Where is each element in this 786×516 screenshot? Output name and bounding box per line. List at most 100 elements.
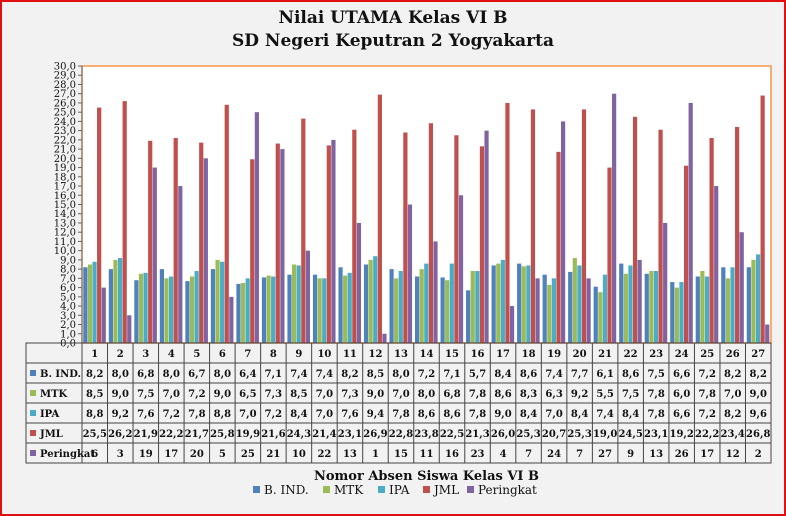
data-label: 8,8 bbox=[214, 409, 231, 420]
data-label: 26,2 bbox=[108, 429, 132, 440]
y-tick-label: 14,0 bbox=[54, 209, 76, 220]
y-tick-label: 6,0 bbox=[60, 283, 76, 294]
bar bbox=[623, 273, 628, 343]
bar bbox=[312, 274, 318, 343]
data-label: 25,3 bbox=[516, 429, 540, 440]
bar bbox=[500, 259, 505, 343]
bar bbox=[138, 273, 144, 343]
chart-title: Nilai UTAMA Kelas VI B bbox=[278, 8, 508, 28]
data-label: 6,3 bbox=[545, 389, 562, 400]
data-label: 11 bbox=[420, 449, 434, 460]
data-label: 2 bbox=[755, 449, 762, 460]
bar bbox=[275, 143, 280, 343]
bar bbox=[356, 222, 362, 343]
data-label: 7,3 bbox=[265, 389, 282, 400]
category-label: 20 bbox=[573, 349, 587, 360]
bar bbox=[572, 258, 577, 343]
data-label: 6,8 bbox=[443, 389, 460, 400]
bar bbox=[479, 146, 485, 343]
data-label: 7,5 bbox=[622, 389, 639, 400]
bar bbox=[301, 118, 306, 343]
data-label: 23,4 bbox=[721, 429, 745, 440]
data-label: 8,2 bbox=[724, 369, 741, 380]
data-label: 6,8 bbox=[137, 369, 154, 380]
category-label: 24 bbox=[675, 349, 689, 360]
y-tick-label: 2,0 bbox=[60, 320, 76, 331]
bar bbox=[521, 266, 526, 343]
series-row-label: MTK bbox=[40, 389, 68, 400]
bar bbox=[389, 269, 394, 343]
y-tick-label: 22,0 bbox=[54, 135, 76, 146]
category-label: 16 bbox=[471, 349, 485, 360]
data-label: 7,8 bbox=[647, 389, 664, 400]
category-label: 10 bbox=[317, 349, 331, 360]
data-label: 8,8 bbox=[86, 409, 103, 420]
bar bbox=[449, 263, 454, 343]
bar bbox=[215, 259, 220, 343]
bar bbox=[445, 280, 450, 343]
data-label: 8,5 bbox=[367, 369, 384, 380]
data-label: 24,3 bbox=[287, 429, 311, 440]
x-axis-label: Nomor Absen Siswa Kelas VI B bbox=[314, 469, 539, 484]
bar bbox=[530, 109, 536, 344]
data-label: 7,8 bbox=[647, 409, 664, 420]
bar bbox=[440, 277, 445, 343]
data-label: 7,0 bbox=[239, 409, 256, 420]
data-label: 6,0 bbox=[673, 389, 690, 400]
data-label: 7,8 bbox=[392, 409, 409, 420]
data-label: 8,0 bbox=[112, 369, 129, 380]
bar bbox=[210, 269, 216, 343]
bar bbox=[509, 306, 515, 343]
bar bbox=[101, 287, 106, 343]
bar bbox=[730, 267, 735, 343]
bar bbox=[739, 232, 744, 343]
data-label: 19,2 bbox=[670, 429, 694, 440]
legend-label: JML bbox=[432, 483, 459, 497]
category-label: 17 bbox=[496, 349, 510, 360]
data-label: 25,3 bbox=[567, 429, 591, 440]
data-label: 7,6 bbox=[137, 409, 154, 420]
data-label: 6 bbox=[91, 449, 98, 460]
category-label: 13 bbox=[394, 349, 408, 360]
y-tick-label: 24,0 bbox=[54, 117, 76, 128]
bar bbox=[134, 280, 139, 343]
data-label: 8,5 bbox=[86, 389, 103, 400]
bar bbox=[152, 167, 157, 343]
data-label: 5,5 bbox=[596, 389, 613, 400]
data-label: 8,2 bbox=[341, 369, 358, 380]
data-label: 16 bbox=[445, 449, 459, 460]
data-label: 8,6 bbox=[622, 369, 639, 380]
data-label: 9,0 bbox=[214, 389, 231, 400]
y-tick-label: 28,0 bbox=[54, 80, 76, 91]
data-label: 7,8 bbox=[469, 389, 486, 400]
category-label: 22 bbox=[624, 349, 638, 360]
bar bbox=[632, 116, 638, 343]
bar bbox=[394, 278, 399, 343]
data-label: 25,8 bbox=[210, 429, 234, 440]
bar bbox=[586, 278, 591, 343]
bar bbox=[547, 284, 552, 343]
bar bbox=[602, 274, 608, 343]
data-label: 9,6 bbox=[750, 409, 767, 420]
bar bbox=[725, 278, 731, 343]
bar bbox=[688, 102, 693, 344]
data-label: 6,4 bbox=[239, 369, 256, 380]
legend-swatch bbox=[323, 486, 330, 493]
bar bbox=[113, 259, 118, 343]
bar bbox=[164, 278, 169, 343]
y-tick-label: 10,0 bbox=[54, 246, 76, 257]
data-label: 24 bbox=[547, 449, 561, 460]
y-tick-label: 20,0 bbox=[54, 154, 76, 165]
data-label: 7,2 bbox=[699, 369, 716, 380]
y-tick-label: 8,0 bbox=[60, 265, 76, 276]
bar bbox=[203, 158, 208, 343]
bar bbox=[317, 278, 322, 343]
bar bbox=[760, 95, 765, 343]
data-label: 8,6 bbox=[520, 369, 537, 380]
data-label: 20,7 bbox=[542, 429, 566, 440]
data-label: 13 bbox=[343, 449, 357, 460]
data-label: 7,4 bbox=[545, 369, 562, 380]
bar bbox=[526, 265, 531, 343]
data-label: 9,2 bbox=[571, 389, 588, 400]
series-key bbox=[30, 390, 36, 396]
